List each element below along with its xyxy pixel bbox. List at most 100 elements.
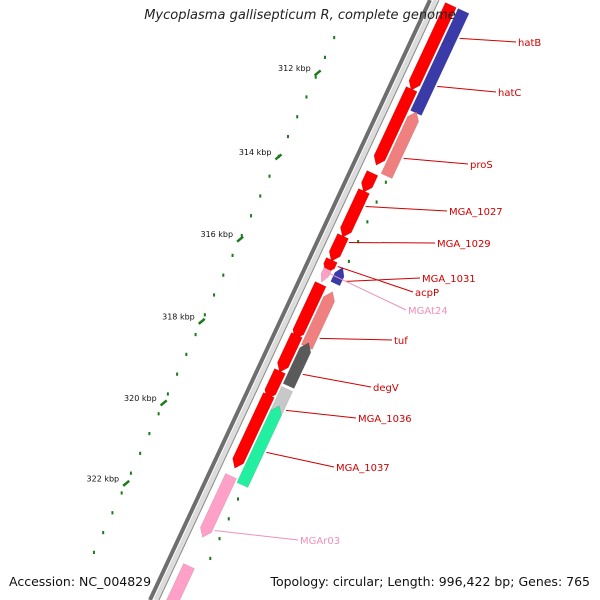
forward-cds [340,188,370,238]
ruler-dot [357,240,360,244]
ruler-dot [213,293,216,297]
genes-label: Genes: [518,574,563,589]
degV-feature [282,342,312,389]
label-leader-line [365,206,448,212]
tick-label: 318 kbp [162,312,195,321]
topology-value: circular [332,574,380,589]
MGAt24-feature [320,267,332,283]
ruler-dot [259,194,262,198]
ruler-dot [384,180,387,184]
proS-feature [380,111,419,179]
label-leader-line [327,272,407,311]
label-leader-line [266,451,335,468]
length-value: 996,422 bp [438,574,511,589]
forward-cds [277,332,303,373]
tick-label: 320 kbp [124,394,157,403]
tick-mark [313,69,322,77]
MGAr03-feature [200,473,237,538]
label-leader-line [285,409,357,419]
gene-label-MGA_1031: MGA_1031 [422,274,476,285]
ruler-dot [286,134,289,139]
ruler-dot [296,115,299,119]
label-leader-line [437,85,497,93]
ruler-dot [120,491,123,495]
gene-label-proS: proS [470,160,493,171]
accession-info: Accession: NC_004829 [9,574,151,589]
ruler-dot [268,174,271,178]
backbone [148,0,440,600]
map-title: Mycoplasma gallisepticum R, complete gen… [144,8,456,23]
ruler-dot [231,253,234,257]
tick-label: 314 kbp [239,148,272,157]
gene-label-MGAr03: MGAr03 [300,536,340,547]
label-leader-line [214,530,299,541]
ruler-dot [203,313,206,317]
tick-mark [236,235,244,243]
ruler-dot [222,273,225,277]
ruler-dot [227,517,230,521]
label-leader-line [459,37,517,43]
ruler-dot [209,556,212,561]
gene-label-hatB: hatB [518,38,541,49]
tick-mark [122,479,130,487]
gene-label-tuf: tuf [394,336,408,347]
ruler-dot [250,214,253,218]
ruler-dot [347,259,350,264]
ruler-dot [375,200,378,204]
ruler-dot [185,352,188,356]
gene-label-degV: degV [373,383,399,394]
MGA_1031-feature [330,266,345,287]
label-leader-line [302,373,372,388]
length-label: Length: [387,574,435,589]
ruler-dot [240,233,243,238]
ruler-dot [92,550,95,554]
ruler-dot [148,431,151,436]
gene-features [166,2,470,600]
gene-labels: hatB hatC proS MGA_1027 MGA_1029 MGA_1031 acpP… [214,37,541,547]
ruler-dot [333,35,336,40]
accession-value: NC_004829 [79,574,152,589]
ruler-dot [237,497,240,501]
ruler-dot [166,392,169,396]
gene-label-hatC: hatC [498,88,521,99]
ruler-ticks: 312 kbp 314 kbp 316 kbp 318 kbp 320 kbp 322 k… [87,64,322,487]
ruler-dot [157,412,160,416]
gene-label-MGA_1037: MGA_1037 [336,463,390,474]
ruler-dot [366,220,369,224]
label-leader-line [346,277,421,282]
forward-cds [328,233,349,262]
ruler-dot [129,471,132,475]
tick-mark [274,153,283,161]
ruler-dot [102,530,105,535]
ruler-dot [305,95,308,99]
forward-cds [232,392,275,469]
tick-label: 312 kbp [278,64,311,73]
genes-value: 765 [566,574,590,589]
label-leader-line [337,266,414,293]
gene-label-MGA_1029: MGA_1029 [437,239,491,250]
forward-cds [361,170,379,193]
forward-cds [373,86,418,166]
forward-cds [408,2,457,91]
ruler-dot [314,75,317,79]
gene-label-MGAt24: MGAt24 [408,306,448,317]
ruler-dot [323,55,326,59]
label-leader-line [348,242,436,244]
gene-label-MGA_1027: MGA_1027 [449,207,503,218]
gene-label-acpP: acpP [415,288,439,299]
topology-label: Topology: [270,574,329,589]
label-leader-line [403,157,469,165]
gene-label-MGA_1036: MGA_1036 [358,414,412,425]
genome-summary: Topology: circular; Length: 996,422 bp; … [270,574,590,589]
tick-label: 316 kbp [200,230,233,239]
ruler-dot [218,537,221,541]
label-leader-line [319,337,393,341]
ruler-dot [176,372,179,376]
pink-rna-feature [166,563,195,600]
accession-prefix: Accession: [9,574,76,589]
tick-label: 322 kbp [87,474,120,483]
ruler-dot [111,511,114,515]
tick-mark [159,399,168,407]
ruler-dot [139,451,142,455]
